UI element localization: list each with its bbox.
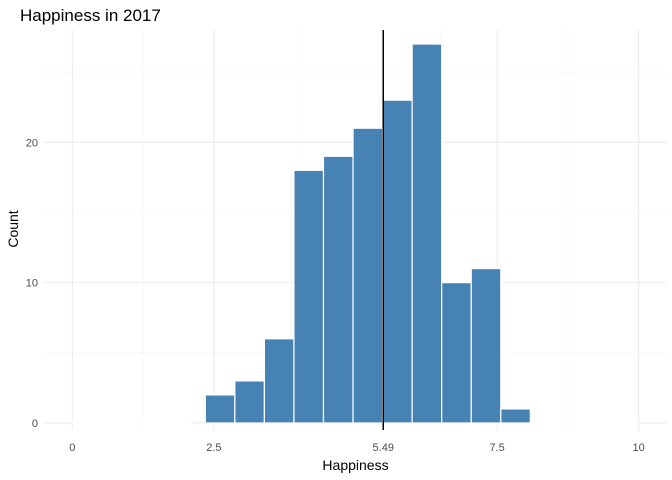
histogram-bar	[381, 99, 413, 424]
x-tick-label: 2.5	[206, 442, 221, 454]
chart-title: Happiness in 2017	[20, 6, 161, 25]
histogram-bar	[71, 421, 103, 424]
histogram-bar	[322, 155, 354, 424]
x-tick-label: 5.49	[373, 442, 394, 454]
y-axis-title: Count	[5, 210, 21, 247]
x-axis-ticks: 0 2.5 5.49 7.5 10	[69, 442, 645, 454]
y-tick-label: 0	[32, 418, 38, 430]
histogram-bar	[411, 43, 443, 424]
histogram-bar	[529, 421, 561, 424]
histogram-bar	[160, 421, 192, 424]
x-tick-label: 10	[633, 442, 645, 454]
x-tick-label: 0	[69, 442, 75, 454]
histogram-bar	[293, 169, 325, 424]
y-tick-label: 20	[26, 137, 38, 149]
histogram-bar	[559, 421, 591, 424]
histogram-bar	[263, 338, 295, 424]
x-axis-title: Happiness	[322, 457, 388, 473]
histogram-bar	[101, 421, 133, 424]
histogram-bar	[441, 282, 472, 424]
histogram-bar	[352, 127, 384, 424]
histogram-bar	[500, 408, 531, 424]
y-axis-ticks: 0 10 20	[26, 137, 38, 430]
histogram-bar	[588, 421, 620, 424]
histogram-bar	[130, 421, 162, 424]
histogram-bar	[234, 380, 265, 424]
histogram-bar	[204, 394, 236, 424]
x-tick-label: 7.5	[489, 442, 504, 454]
histogram-bar	[470, 267, 502, 424]
histogram-bar	[618, 421, 640, 424]
histogram-bars	[71, 43, 640, 424]
y-tick-label: 10	[26, 278, 38, 290]
